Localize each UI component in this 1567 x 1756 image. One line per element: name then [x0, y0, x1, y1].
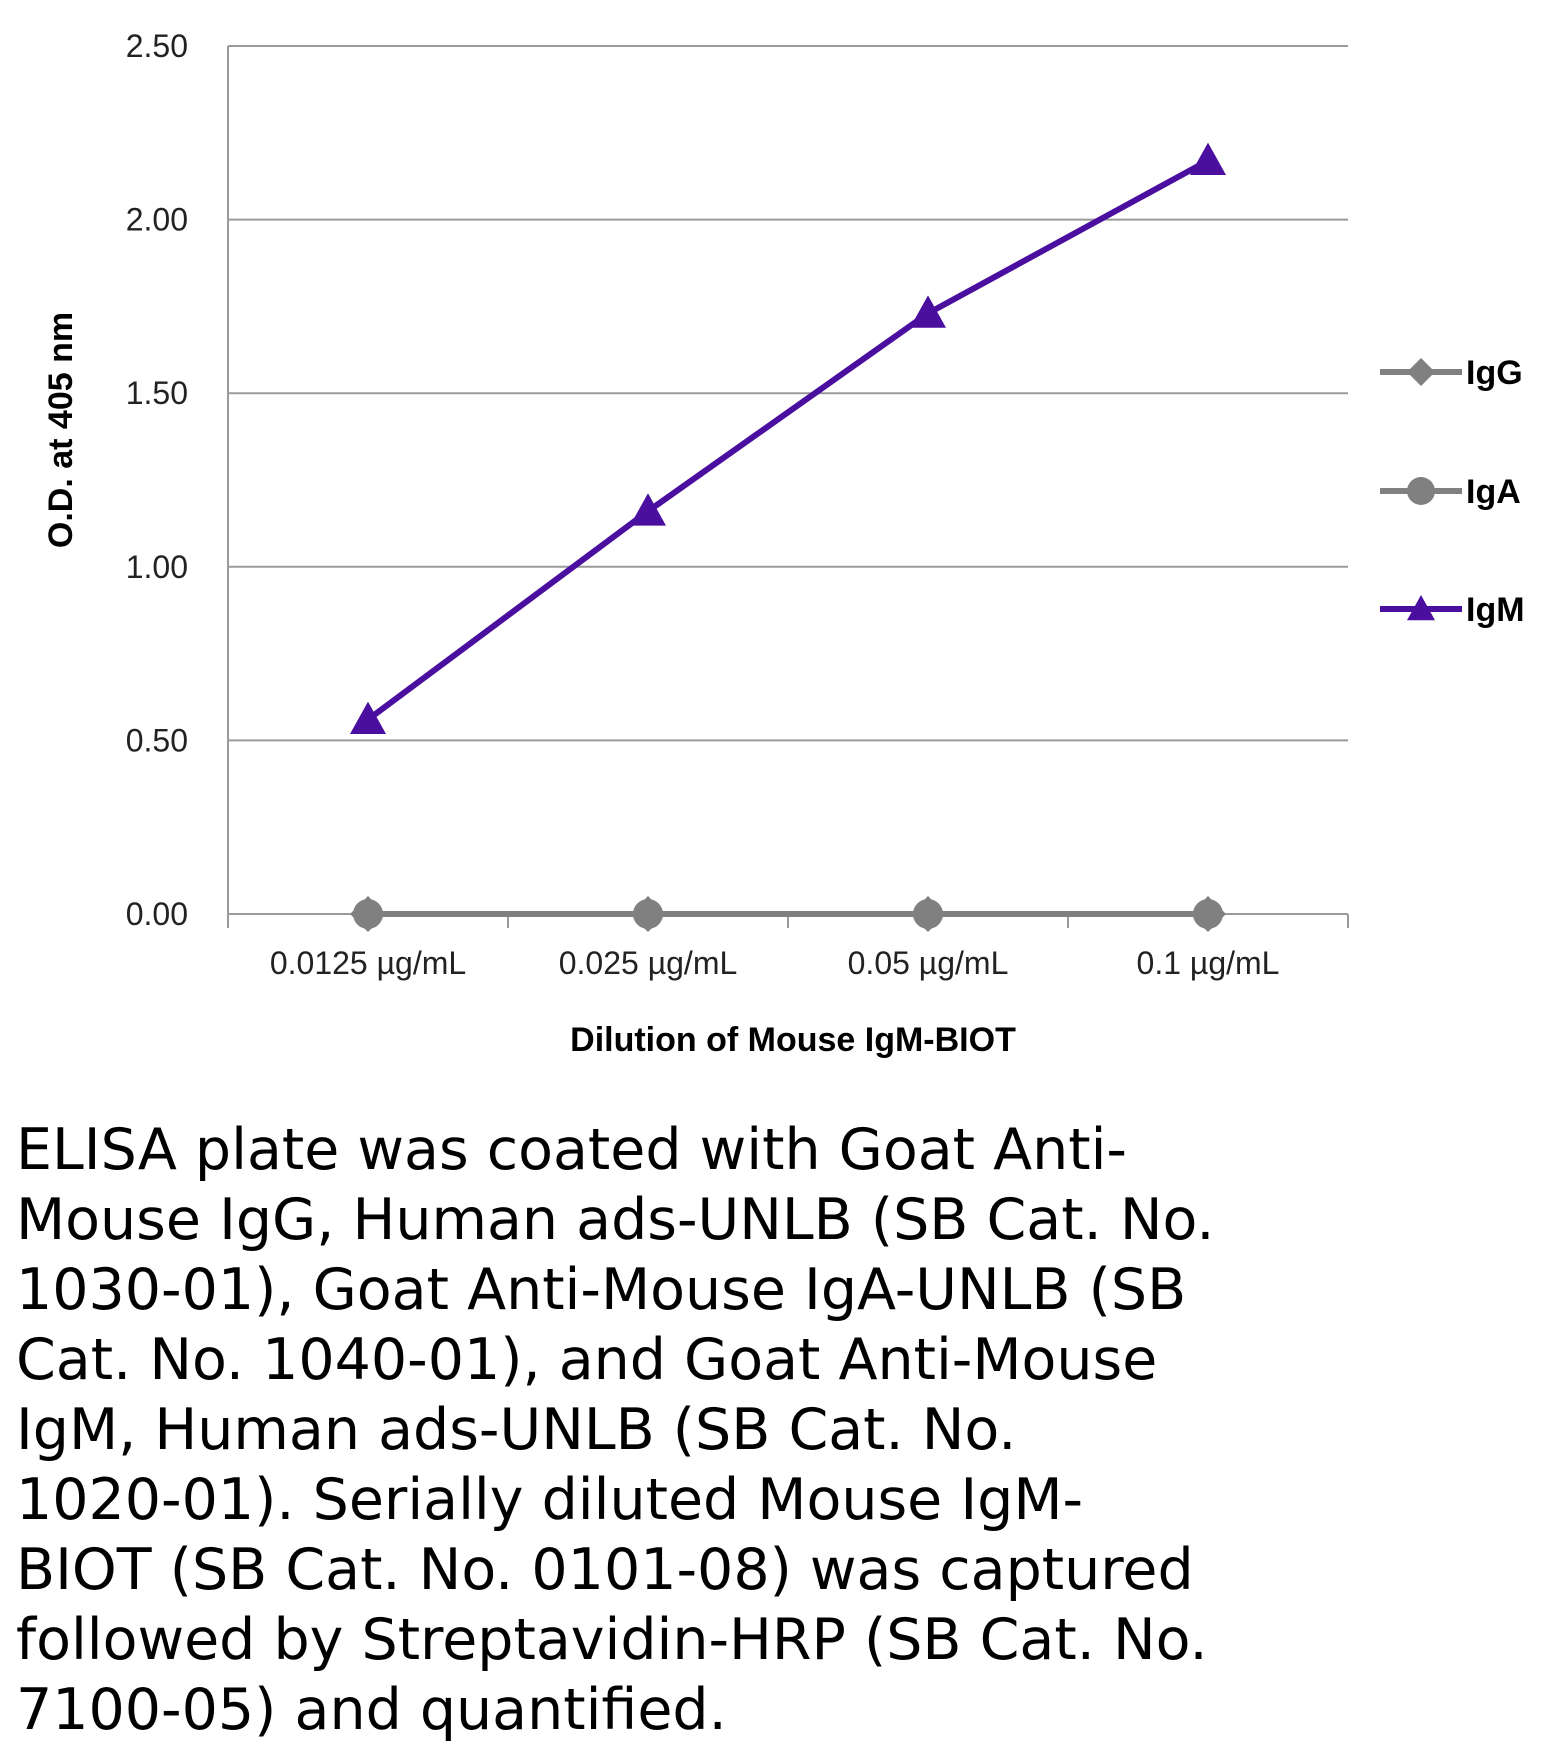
data-point-igm — [350, 701, 386, 734]
x-tick-label: 0.025 µg/mL — [559, 945, 738, 981]
x-axis-title: Dilution of Mouse IgM-BIOT — [570, 1021, 1016, 1059]
legend-label-igm: IgM — [1466, 591, 1525, 629]
data-point-iga — [1193, 899, 1223, 929]
y-tick-label: 0.50 — [126, 722, 188, 758]
legend-label-igg: IgG — [1466, 354, 1523, 392]
y-tick-label: 2.50 — [126, 28, 188, 64]
data-point-iga — [633, 899, 663, 929]
line-chart: 0.00 0.50 1.00 1.50 2.00 2.50 0.0125 µg/mL 0.02… — [42, 28, 1525, 1059]
data-point-igm — [1190, 142, 1226, 175]
x-tick-label: 0.1 µg/mL — [1137, 945, 1280, 981]
legend-marker-igm — [1407, 595, 1435, 621]
data-point-iga — [353, 899, 383, 929]
figure-caption: ELISA plate was coated with Goat Anti- M… — [16, 1117, 1215, 1743]
y-tick-label: 1.00 — [126, 549, 188, 585]
legend-marker-igg — [1407, 358, 1435, 386]
chart-container: 0.00 0.50 1.00 1.50 2.00 2.50 0.0125 µg/mL 0.02… — [42, 28, 1525, 1059]
legend-marker-iga — [1407, 477, 1435, 505]
y-tick-label: 1.50 — [126, 375, 188, 411]
data-point-iga — [913, 899, 943, 929]
y-tick-label: 0.00 — [126, 896, 188, 932]
y-tick-label: 2.00 — [126, 202, 188, 238]
data-point-igm — [630, 493, 666, 526]
series-line-igm — [366, 157, 1210, 722]
y-axis-title: O.D. at 405 nm — [42, 312, 80, 548]
legend-label-iga: IgA — [1466, 473, 1521, 511]
x-tick-label: 0.05 µg/mL — [848, 945, 1009, 981]
x-tick-label: 0.0125 µg/mL — [270, 945, 466, 981]
data-point-igm — [910, 295, 946, 328]
